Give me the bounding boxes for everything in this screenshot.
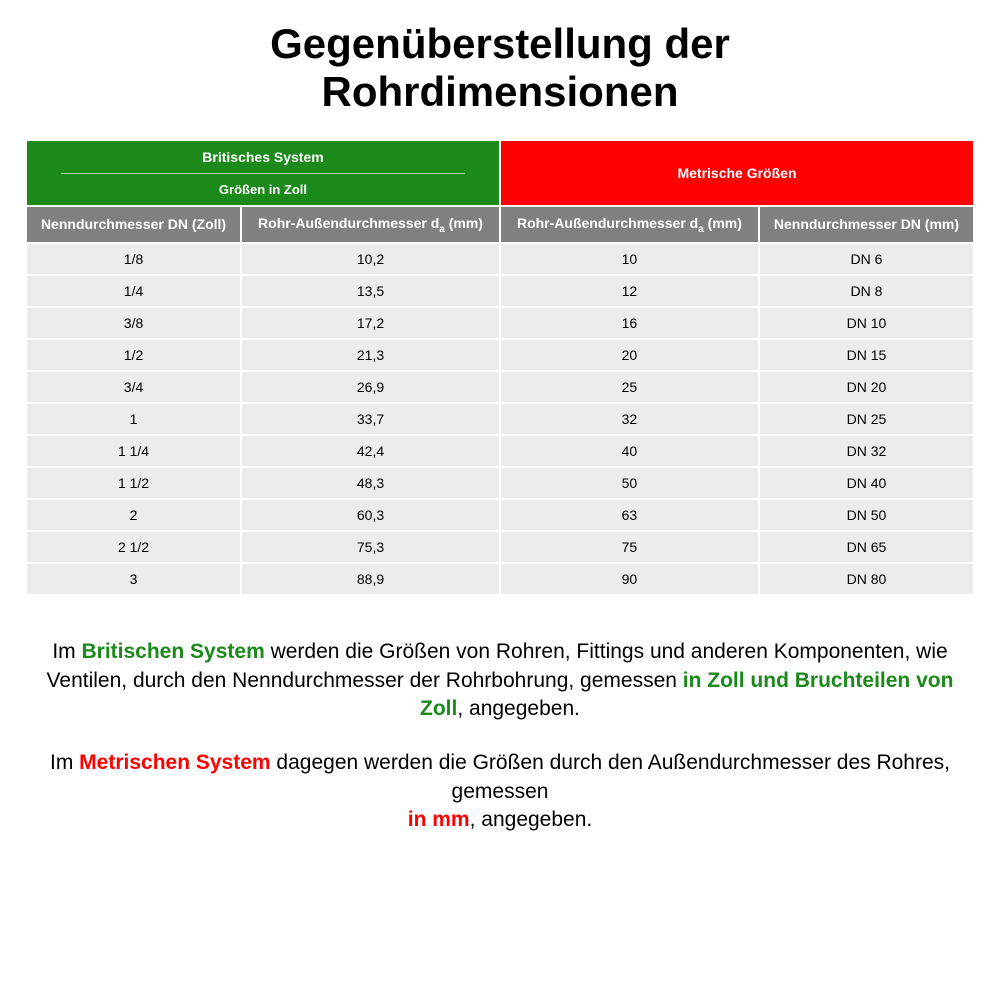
- table-cell: 90: [501, 564, 758, 594]
- table-cell: 63: [501, 500, 758, 530]
- table-cell: 20: [501, 340, 758, 370]
- table-cell: DN 32: [760, 436, 973, 466]
- table-cell: 10,2: [242, 244, 499, 274]
- table-cell: 75,3: [242, 532, 499, 562]
- table-cell: DN 80: [760, 564, 973, 594]
- metric-system-header: Metrische Größen: [501, 141, 973, 205]
- table-cell: 21,3: [242, 340, 499, 370]
- table-cell: DN 10: [760, 308, 973, 338]
- table-cell: 1/2: [27, 340, 240, 370]
- table-cell: DN 40: [760, 468, 973, 498]
- txt: , angegeben.: [457, 697, 580, 720]
- table-cell: 40: [501, 436, 758, 466]
- table-cell: 2: [27, 500, 240, 530]
- table-row: 133,732DN 25: [27, 404, 973, 434]
- table-cell: 50: [501, 468, 758, 498]
- table-row: 1/413,512DN 8: [27, 276, 973, 306]
- txt: Im: [50, 751, 79, 774]
- table-cell: 16: [501, 308, 758, 338]
- table-cell: 3/8: [27, 308, 240, 338]
- table-cell: 48,3: [242, 468, 499, 498]
- txt: Im: [52, 640, 81, 663]
- page-title: Gegenüberstellung der Rohrdimensionen: [25, 20, 975, 117]
- table-body: 1/810,210DN 61/413,512DN 83/817,216DN 10…: [27, 244, 973, 594]
- table-cell: DN 25: [760, 404, 973, 434]
- table-cell: 3/4: [27, 372, 240, 402]
- table-cell: 3: [27, 564, 240, 594]
- british-system-header: Britisches System Größen in Zoll: [27, 141, 499, 205]
- page: Gegenüberstellung der Rohrdimensionen Br…: [0, 0, 1000, 834]
- table-cell: 26,9: [242, 372, 499, 402]
- table-cell: DN 8: [760, 276, 973, 306]
- dimensions-table: Britisches System Größen in Zoll Metrisc…: [25, 139, 975, 597]
- table-row: 3/426,925DN 20: [27, 372, 973, 402]
- table-row: 1/221,320DN 15: [27, 340, 973, 370]
- table-cell: DN 6: [760, 244, 973, 274]
- table-cell: 32: [501, 404, 758, 434]
- table-row: 260,363DN 50: [27, 500, 973, 530]
- col-da-brit: Rohr-Außendurchmesser da (mm): [242, 207, 499, 243]
- table-cell: 88,9: [242, 564, 499, 594]
- table-cell: DN 15: [760, 340, 973, 370]
- metric-system-em: Metrischen System: [79, 751, 270, 774]
- txt: dagegen werden die Größen durch den Auße…: [271, 751, 950, 802]
- table-cell: 13,5: [242, 276, 499, 306]
- table-cell: 1 1/2: [27, 468, 240, 498]
- table-row: 1/810,210DN 6: [27, 244, 973, 274]
- explanation-british: Im Britischen System werden die Größen v…: [25, 638, 975, 723]
- table-cell: DN 65: [760, 532, 973, 562]
- table-cell: 42,4: [242, 436, 499, 466]
- british-top-label: Britisches System: [202, 149, 323, 165]
- explanation-block: Im Britischen System werden die Größen v…: [25, 638, 975, 834]
- txt: , angegeben.: [470, 808, 593, 831]
- table-cell: 1/4: [27, 276, 240, 306]
- table-row: 1 1/248,350DN 40: [27, 468, 973, 498]
- metric-top-label: Metrische Größen: [677, 165, 796, 181]
- table-cell: 12: [501, 276, 758, 306]
- col-da-metric: Rohr-Außendurchmesser da (mm): [501, 207, 758, 243]
- table-cell: 60,3: [242, 500, 499, 530]
- explanation-metric: Im Metrischen System dagegen werden die …: [25, 749, 975, 834]
- table-row: 1 1/442,440DN 32: [27, 436, 973, 466]
- british-system-em: Britischen System: [82, 640, 265, 663]
- table-row: 388,990DN 80: [27, 564, 973, 594]
- table-row: 2 1/275,375DN 65: [27, 532, 973, 562]
- mm-em: in mm: [408, 808, 470, 831]
- table-header-row-top: Britisches System Größen in Zoll Metrisc…: [27, 141, 973, 205]
- table-cell: 33,7: [242, 404, 499, 434]
- table-cell: 25: [501, 372, 758, 402]
- table-cell: 17,2: [242, 308, 499, 338]
- table-cell: 10: [501, 244, 758, 274]
- table-cell: 75: [501, 532, 758, 562]
- col-dn-zoll: Nenndurchmesser DN (Zoll): [27, 207, 240, 243]
- british-sub-label: Größen in Zoll: [61, 173, 465, 197]
- table-header-row-cols: Nenndurchmesser DN (Zoll) Rohr-Außendurc…: [27, 207, 973, 243]
- title-line-1: Gegenüberstellung der: [270, 20, 730, 67]
- table-cell: 2 1/2: [27, 532, 240, 562]
- table-cell: 1 1/4: [27, 436, 240, 466]
- col-dn-mm: Nenndurchmesser DN (mm): [760, 207, 973, 243]
- table-cell: DN 50: [760, 500, 973, 530]
- table-cell: 1: [27, 404, 240, 434]
- table-head: Britisches System Größen in Zoll Metrisc…: [27, 141, 973, 243]
- table-row: 3/817,216DN 10: [27, 308, 973, 338]
- table-cell: DN 20: [760, 372, 973, 402]
- title-line-2: Rohrdimensionen: [321, 68, 678, 115]
- table-cell: 1/8: [27, 244, 240, 274]
